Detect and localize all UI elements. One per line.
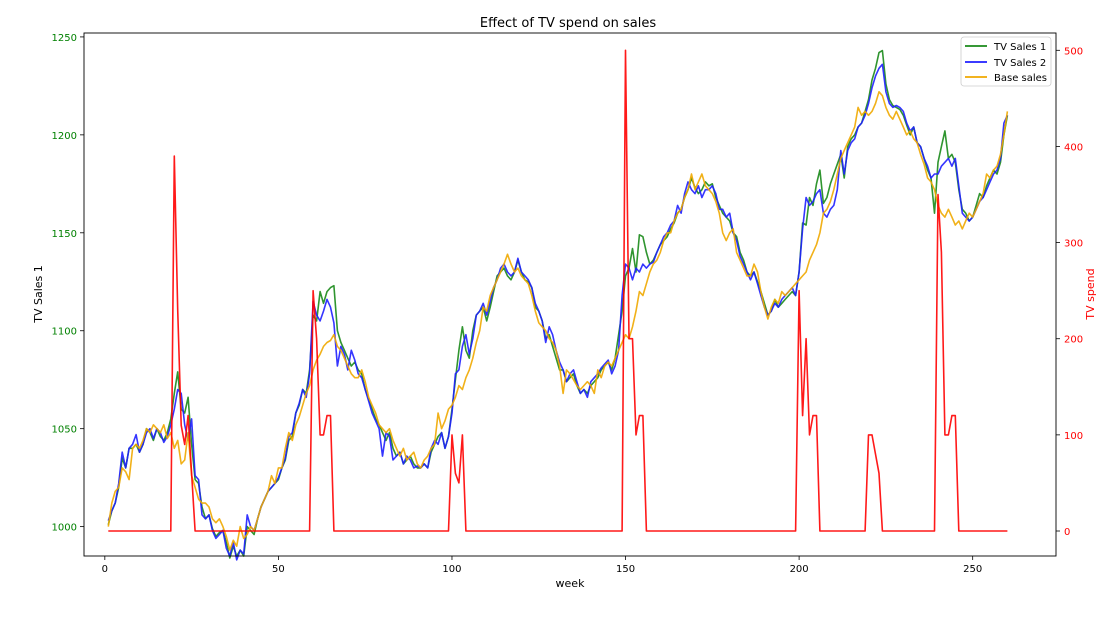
right-y-tick-label: 300 [1064, 239, 1083, 250]
right-y-tick-label: 500 [1064, 46, 1083, 57]
series-layer [107, 49, 1009, 561]
chart-title: Effect of TV spend on sales [480, 16, 656, 31]
left-y-tick-label: 1200 [52, 131, 77, 142]
series-line-tv-sales-1 [107, 49, 1009, 559]
series-line-tv-sales-2 [107, 63, 1009, 561]
x-tick-label: 50 [272, 564, 285, 575]
right-y-tick-label: 100 [1064, 431, 1083, 442]
legend-box [960, 36, 1052, 87]
x-tick-label: 200 [790, 564, 809, 575]
right-y-tick-label: 0 [1064, 527, 1070, 538]
left-y-tick-label: 1100 [52, 327, 77, 338]
left-y-axis-label: TV Sales 1 [32, 265, 45, 324]
left-y-tick-label: 1150 [52, 229, 77, 240]
legend-label-base-sales: Base sales [994, 73, 1047, 84]
legend-label-tv-sales-2: TV Sales 2 [993, 58, 1046, 69]
axis-layer: 0 50 100 150 200 250 1000 1050 1100 1150 1200 1250 0… [52, 33, 1084, 575]
right-y-tick-label: 400 [1064, 142, 1083, 153]
x-tick-label: 150 [616, 564, 635, 575]
left-y-tick-label: 1000 [52, 523, 77, 534]
legend-label-tv-sales-1: TV Sales 1 [993, 42, 1046, 53]
right-y-tick-label: 200 [1064, 335, 1083, 346]
series-line-base-sales [107, 91, 1009, 551]
plot-frame [83, 32, 1057, 557]
x-axis-label: week [556, 577, 586, 590]
left-y-tick-label: 1050 [52, 425, 77, 436]
left-y-tick-label: 1250 [52, 33, 77, 44]
x-tick-label: 0 [102, 564, 108, 575]
x-tick-label: 250 [963, 564, 982, 575]
x-tick-label: 100 [442, 564, 461, 575]
right-y-axis-label: TV spend [1084, 268, 1097, 320]
series-line-tv-spend [108, 49, 1008, 532]
legend: TV Sales 1 TV Sales 2 Base sales [960, 36, 1052, 87]
